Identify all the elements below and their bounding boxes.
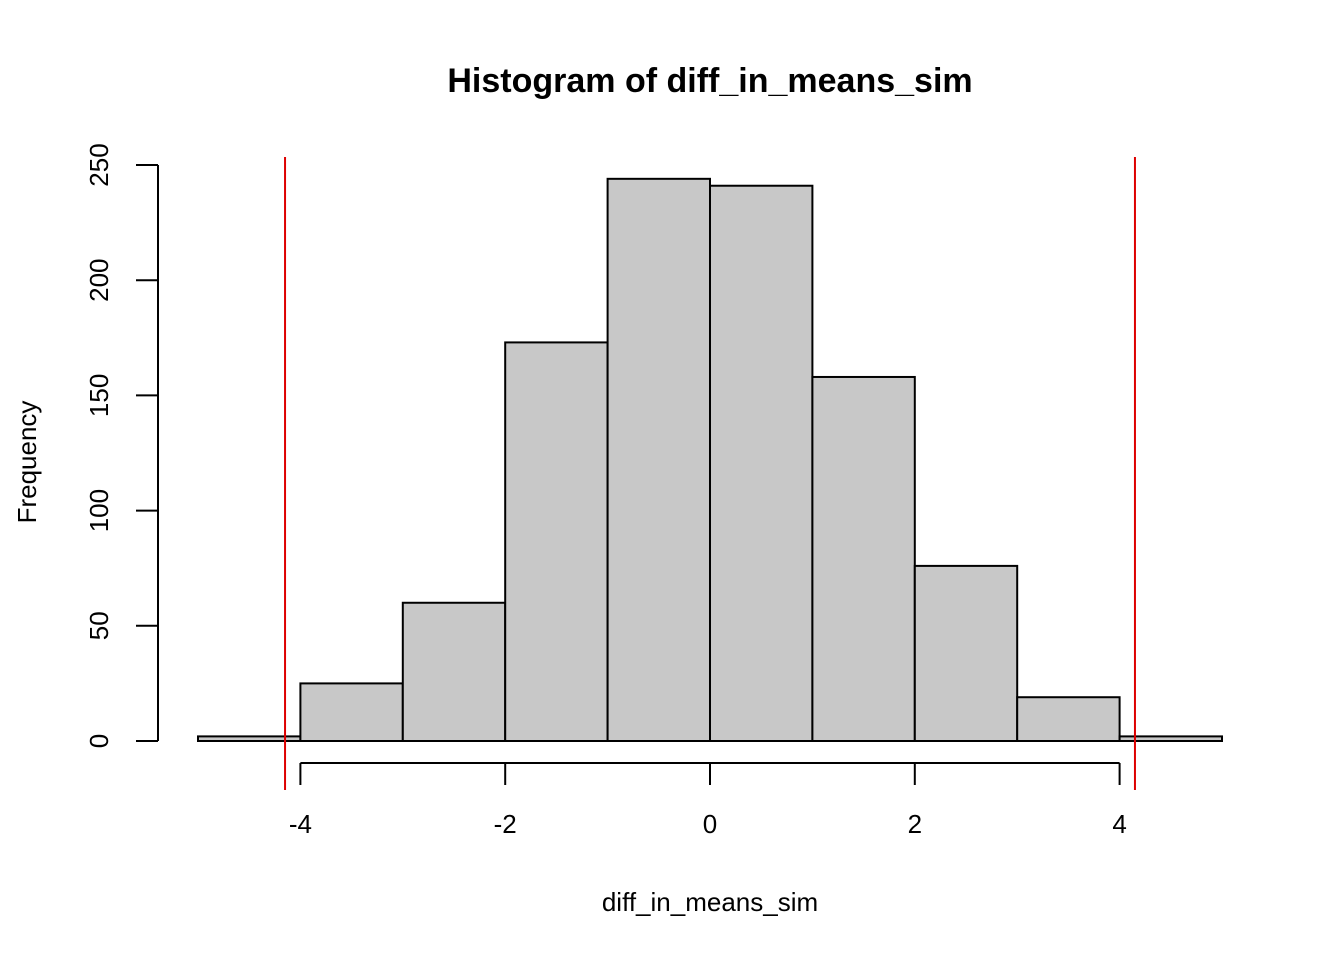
y-tick-label: 0 [84,734,114,748]
y-axis-label: Frequency [12,401,42,524]
histogram-bar [1118,735,1223,743]
y-tick-label: 150 [84,374,114,417]
y-tick-label: 100 [84,489,114,532]
histogram-bar [811,375,916,742]
x-tick-label: -4 [289,809,312,839]
chart-title: Histogram of diff_in_means_sim [447,62,972,100]
histogram-bar [913,564,1019,742]
x-axis: -4 -2 0 2 4 [289,762,1127,839]
y-tick-label: 50 [84,611,114,640]
bars-group [197,177,1223,743]
y-axis: 0 50 100 150 200 250 [84,143,159,748]
y-tick-label: 250 [84,143,114,186]
x-tick-label: -2 [494,809,517,839]
x-tick-label: 0 [703,809,717,839]
histogram-bar [1016,696,1121,742]
y-tick-label: 200 [84,259,114,302]
histogram-bar [606,177,711,743]
reference-lines-group [284,157,1136,790]
x-tick-label: 2 [908,809,922,839]
histogram-bar [709,184,814,742]
histogram-bar [504,341,609,742]
x-tick-label: 4 [1112,809,1126,839]
x-axis-label: diff_in_means_sim [602,887,818,917]
histogram-bar [401,601,507,743]
histogram-bar [299,682,404,743]
